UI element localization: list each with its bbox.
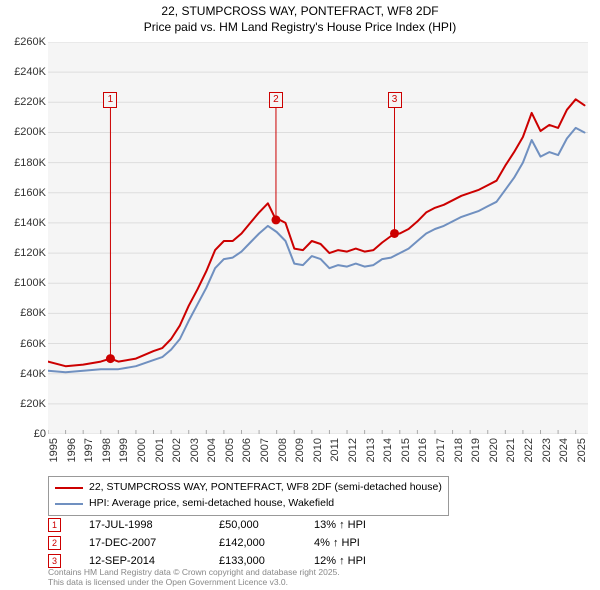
- x-tick-label: 2010: [312, 438, 324, 462]
- legend-swatch-property: [55, 487, 83, 489]
- attribution-line-1: Contains HM Land Registry data © Crown c…: [48, 567, 340, 577]
- y-tick-label: £100K: [14, 277, 46, 289]
- x-tick-label: 2014: [382, 438, 394, 462]
- x-tick-label: 2011: [329, 438, 341, 462]
- x-tick-label: 1998: [101, 438, 113, 462]
- x-tick-label: 2021: [505, 438, 517, 462]
- y-tick-label: £60K: [20, 338, 46, 350]
- sale-marker: 1: [103, 92, 117, 108]
- x-tick-label: 2024: [558, 438, 570, 462]
- x-tick-label: 1995: [48, 438, 60, 462]
- y-tick-label: £120K: [14, 247, 46, 259]
- transaction-marker: 2: [48, 536, 61, 550]
- transaction-date: 17-JUL-1998: [89, 519, 219, 531]
- legend-swatch-hpi: [55, 503, 83, 505]
- x-tick-label: 1997: [83, 438, 95, 462]
- sale-marker: 3: [388, 92, 402, 108]
- legend-label-hpi: HPI: Average price, semi-detached house,…: [89, 496, 334, 512]
- y-tick-label: £40K: [20, 368, 46, 380]
- transaction-date: 17-DEC-2007: [89, 537, 219, 549]
- transaction-row: 2 17-DEC-2007£142,0004% ↑ HPI: [48, 534, 366, 552]
- x-tick-label: 2020: [488, 438, 500, 462]
- x-tick-label: 2006: [241, 438, 253, 462]
- y-tick-label: £20K: [20, 398, 46, 410]
- x-tick-label: 2016: [417, 438, 429, 462]
- y-tick-label: £80K: [20, 307, 46, 319]
- y-tick-label: £220K: [14, 96, 46, 108]
- transaction-diff: 13% ↑ HPI: [314, 519, 366, 531]
- x-tick-label: 1999: [118, 438, 130, 462]
- transaction-diff: 12% ↑ HPI: [314, 555, 366, 567]
- attribution-line-2: This data is licensed under the Open Gov…: [48, 577, 340, 587]
- sale-marker: 2: [269, 92, 283, 108]
- x-tick-label: 2023: [541, 438, 553, 462]
- y-tick-label: £260K: [14, 36, 46, 48]
- legend-item-hpi: HPI: Average price, semi-detached house,…: [55, 496, 442, 512]
- legend-label-property: 22, STUMPCROSS WAY, PONTEFRACT, WF8 2DF …: [89, 480, 442, 496]
- x-tick-label: 1996: [66, 438, 78, 462]
- x-tick-label: 2019: [470, 438, 482, 462]
- transaction-marker: 1: [48, 518, 61, 532]
- y-tick-label: £200K: [14, 126, 46, 138]
- x-tick-label: 2009: [294, 438, 306, 462]
- x-tick-label: 2003: [189, 438, 201, 462]
- x-tick-label: 2015: [400, 438, 412, 462]
- x-tick-label: 2013: [365, 438, 377, 462]
- x-tick-label: 2025: [576, 438, 588, 462]
- transaction-price: £142,000: [219, 537, 314, 549]
- transaction-price: £50,000: [219, 519, 314, 531]
- transaction-date: 12-SEP-2014: [89, 555, 219, 567]
- y-tick-label: £180K: [14, 157, 46, 169]
- x-axis: 1995 1996 1997 1998 1999 2000 2001 2002 2003 2004…: [48, 434, 588, 474]
- transaction-row: 1 17-JUL-1998£50,00013% ↑ HPI: [48, 516, 366, 534]
- x-tick-label: 2000: [136, 438, 148, 462]
- y-tick-label: £160K: [14, 187, 46, 199]
- x-tick-label: 2022: [523, 438, 535, 462]
- title-line-2: Price paid vs. HM Land Registry's House …: [0, 20, 600, 36]
- chart-plot-area: 1 2 3: [48, 42, 588, 434]
- x-tick-label: 2007: [259, 438, 271, 462]
- legend: 22, STUMPCROSS WAY, PONTEFRACT, WF8 2DF …: [48, 476, 449, 516]
- attribution: Contains HM Land Registry data © Crown c…: [48, 567, 340, 587]
- x-tick-label: 2012: [347, 438, 359, 462]
- transaction-diff: 4% ↑ HPI: [314, 537, 360, 549]
- y-axis: £0£20K£40K£60K£80K£100K£120K£140K£160K£1…: [0, 42, 48, 434]
- y-tick-label: £0: [34, 428, 46, 440]
- chart-title: 22, STUMPCROSS WAY, PONTEFRACT, WF8 2DF …: [0, 0, 600, 35]
- transaction-price: £133,000: [219, 555, 314, 567]
- x-tick-label: 2002: [171, 438, 183, 462]
- y-tick-label: £140K: [14, 217, 46, 229]
- transactions-table: 1 17-JUL-1998£50,00013% ↑ HPI 2 17-DEC-2007…: [48, 516, 366, 570]
- x-tick-label: 2004: [206, 438, 218, 462]
- title-line-1: 22, STUMPCROSS WAY, PONTEFRACT, WF8 2DF: [0, 4, 600, 20]
- x-tick-label: 2001: [154, 438, 166, 462]
- legend-item-property: 22, STUMPCROSS WAY, PONTEFRACT, WF8 2DF …: [55, 480, 442, 496]
- x-tick-label: 2017: [435, 438, 447, 462]
- y-tick-label: £240K: [14, 66, 46, 78]
- x-tick-label: 2018: [453, 438, 465, 462]
- x-tick-label: 2008: [277, 438, 289, 462]
- x-tick-label: 2005: [224, 438, 236, 462]
